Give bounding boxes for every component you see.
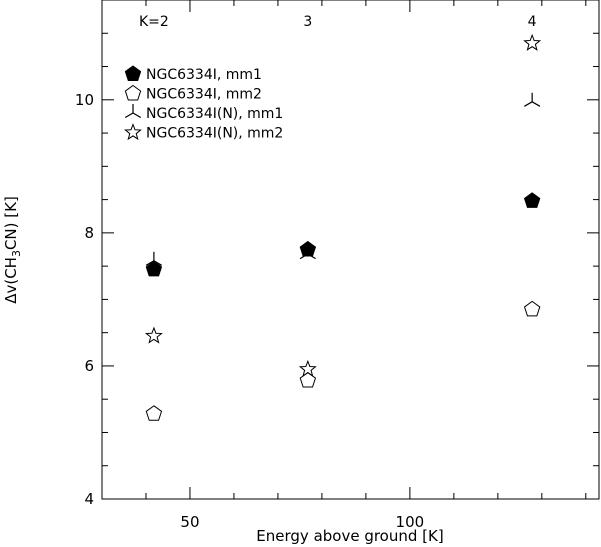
k-level-annotations: K=2 3 4	[139, 14, 537, 30]
data-point-series-2	[523, 300, 541, 317]
legend-marker-series-1	[124, 65, 142, 81]
k-annotation: K=2	[139, 14, 169, 30]
x-axis-label: Energy above ground [K]	[256, 527, 443, 545]
legend: NGC6334I, mm1 NGC6334I, mm2 NGC6334I(N), m…	[124, 65, 283, 142]
legend-marker-series-2	[124, 84, 142, 101]
x-tick-label: 50	[180, 513, 199, 531]
legend-label-series-3: NGC6334I(N), mm1	[146, 106, 283, 122]
axis-ticks	[102, 0, 599, 500]
legend-label-series-1: NGC6334I, mm1	[146, 67, 262, 83]
data-point-series-2	[145, 405, 163, 421]
data-point-series-4	[144, 326, 163, 344]
y-tick-label: 6	[84, 357, 94, 375]
y-axis-label-pre: Δv(CH	[2, 257, 20, 304]
y-tick-label: 4	[84, 490, 94, 508]
y-tick-label: 10	[75, 91, 94, 109]
legend-marker-series-4	[124, 123, 142, 141]
data-point-series-1	[523, 192, 541, 208]
data-points	[144, 33, 542, 421]
legend-label-series-2: NGC6334I, mm2	[146, 87, 262, 103]
legend-marker-series-3	[124, 104, 142, 119]
data-point-series-3	[524, 92, 541, 107]
data-point-series-4	[298, 359, 317, 377]
x-tick-label: 100	[396, 513, 425, 531]
data-point-series-3	[145, 251, 162, 266]
tick-labels: 50 100 4 6 8 10	[75, 91, 424, 531]
y-axis-label-post: CN) [K]	[2, 196, 20, 250]
data-point-series-4	[523, 33, 542, 51]
y-tick-label: 8	[84, 224, 94, 242]
k-annotation: 4	[528, 14, 537, 30]
legend-label-series-4: NGC6334I(N), mm2	[146, 126, 283, 142]
data-point-series-1	[145, 260, 163, 277]
y-axis-label-sub: 3	[10, 250, 23, 257]
plot-frame	[101, 0, 600, 500]
data-point-series-3	[299, 245, 316, 260]
y-axis-label: Δv(CH3CN) [K]	[2, 196, 23, 304]
k-annotation: 3	[303, 14, 312, 30]
data-point-series-2	[299, 371, 317, 388]
